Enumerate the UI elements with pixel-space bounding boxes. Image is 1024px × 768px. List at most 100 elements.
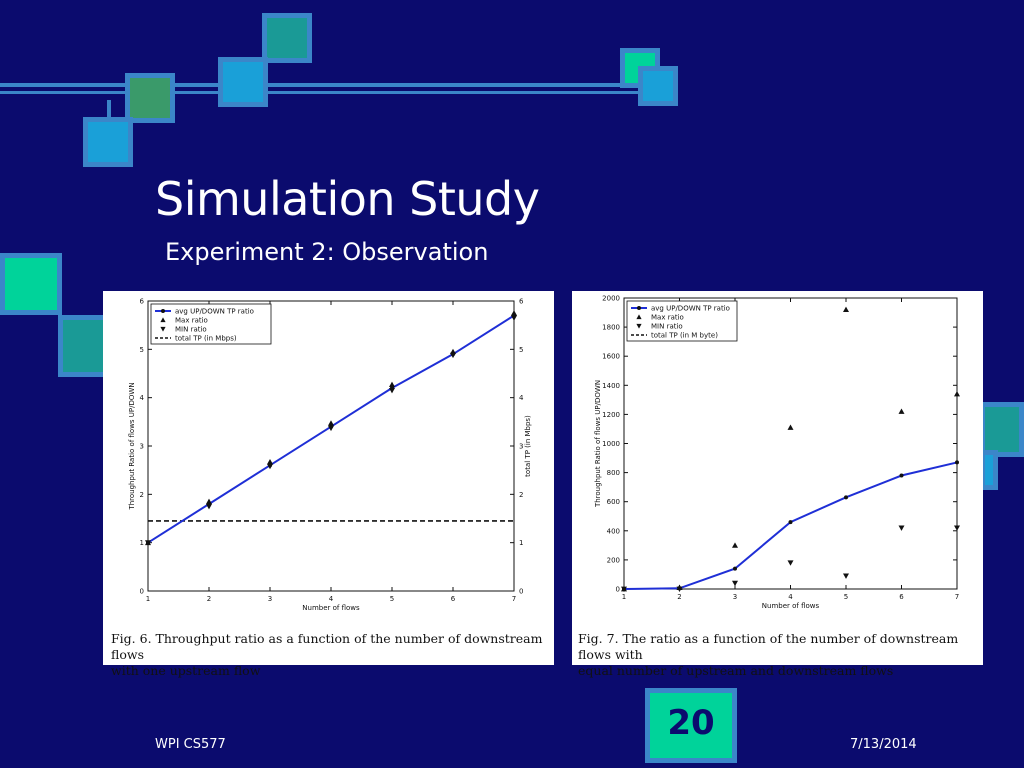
fig7-legend-marker-max [636, 314, 642, 320]
fig6-x-tick-label: 2 [207, 595, 211, 603]
slide-number-box: 20 [645, 688, 737, 763]
fig7-x-tick-label: 2 [677, 593, 681, 601]
decor-square-3 [125, 73, 175, 123]
fig6-y-tick-label: 4 [140, 394, 145, 402]
fig7-y-tick-label: 1800 [602, 324, 620, 332]
fig7-min-point [898, 525, 905, 531]
figure-6-panel: 1 2 3 4 5 6 7 0 1 2 3 4 5 6 0 1 2 3 4 5 6 total TP (in Mbps) N… [103, 291, 554, 678]
fig6-max-point [328, 420, 334, 426]
fig6-y-tick-label: 0 [140, 588, 144, 596]
fig7-min-point [621, 586, 627, 592]
fig6-y2-tick-label: 1 [519, 539, 523, 547]
fig7-x-tick-label: 3 [733, 593, 737, 601]
fig7-y-tick-label: 200 [607, 556, 620, 564]
figure-7-caption-line-1: Fig. 7. The ratio as a function of the n… [578, 631, 959, 662]
fig6-x-tick-label: 1 [146, 595, 150, 603]
decor-line-top-1 [0, 83, 665, 87]
fig6-legend-label: Max ratio [175, 317, 208, 325]
fig7-min-point [843, 573, 849, 579]
fig7-avg-point [788, 520, 793, 525]
fig7-legend-marker-min [636, 323, 642, 329]
fig7-x-tick-label: 6 [899, 593, 904, 601]
fig6-x-tick-label: 5 [390, 595, 394, 603]
fig7-y-tick-label: 400 [607, 527, 620, 535]
fig7-series-avg-line [623, 461, 958, 590]
fig6-legend-marker-min [160, 326, 166, 332]
fig6-y-tick-label: 6 [140, 298, 145, 306]
fig7-x-tick-label: 5 [844, 593, 848, 601]
fig7-min-point [787, 560, 794, 566]
fig6-max-point [511, 310, 517, 316]
fig7-min-point [954, 525, 960, 531]
fig7-legend-label: total TP (in M byte) [651, 332, 718, 340]
fig6-legend-label: avg UP/DOWN TP ratio [175, 308, 254, 316]
slide-title: Simulation Study [155, 172, 540, 226]
footer-left: WPI CS577 [155, 737, 226, 752]
decor-square-1 [262, 13, 312, 63]
figure-7-caption: Fig. 7. The ratio as a function of the n… [578, 631, 983, 679]
fig6-min-point [389, 388, 395, 394]
slide-number: 20 [667, 703, 715, 743]
fig6-legend-label: total TP (in Mbps) [175, 335, 237, 343]
fig6-y-axis-label: Throughput Ratio of flows UP/DOWN [128, 382, 136, 510]
figure-6-caption: Fig. 6. Throughput ratio as a function o… [111, 631, 551, 679]
fig6-min-point [145, 540, 151, 546]
fig6-x-tick-label: 4 [329, 595, 334, 603]
fig6-legend-label: MIN ratio [175, 326, 207, 334]
fig6-max-point [389, 381, 395, 388]
fig7-max-point [787, 424, 794, 430]
figure-6-caption-line-2: with one upstream flow [111, 663, 261, 678]
fig6-plot-frame [147, 300, 515, 592]
decor-square-6 [638, 66, 678, 106]
fig6-y2-tick-label: 5 [519, 346, 523, 354]
fig6-y-tick-label: 2 [140, 491, 144, 499]
fig7-y-tick-label: 2000 [602, 295, 620, 303]
fig7-y-tick-label: 800 [607, 469, 620, 477]
fig6-min-point [267, 463, 273, 470]
decor-square-7 [0, 253, 62, 315]
fig6-y2-tick-label: 2 [519, 491, 523, 499]
fig7-x-tick-label: 7 [955, 593, 959, 601]
fig6-y2-tick-label: 4 [519, 394, 524, 402]
fig6-y2-tick-label: 6 [519, 298, 524, 306]
fig7-y-tick-label: 1400 [602, 382, 620, 390]
fig6-y-tick-label: 1 [140, 539, 144, 547]
fig6-y2-tick-label: 0 [519, 588, 523, 596]
decor-line-top-2 [0, 91, 665, 94]
fig6-y2-tick-label: 3 [519, 443, 523, 451]
fig6-min-point [511, 315, 517, 321]
fig7-legend-label: avg UP/DOWN TP ratio [651, 305, 730, 313]
fig6-min-point [328, 425, 334, 432]
fig6-legend-marker-avg [161, 309, 165, 313]
figure-6-caption-line-1: Fig. 6. Throughput ratio as a function o… [111, 631, 543, 662]
fig6-x-axis-label: Number of flows [302, 604, 360, 612]
fig7-y-tick-label: 1200 [602, 411, 620, 419]
slide-subtitle: Experiment 2: Observation [165, 238, 489, 266]
fig7-legend-label: Max ratio [651, 314, 684, 322]
fig7-x-tick-label: 4 [788, 593, 793, 601]
fig7-min-point [676, 586, 683, 592]
fig6-x-tick-label: 3 [268, 595, 272, 603]
figure-7-chart: 1 2 3 4 5 6 7 0 200 400 600 800 1000 1200 1400 1600 1800… [594, 295, 960, 610]
fig7-min-point [732, 580, 738, 587]
decor-square-2 [218, 57, 268, 107]
decor-square-8 [58, 315, 108, 377]
fig6-legend-marker-max [160, 317, 166, 323]
fig6-x-tick-label: 6 [451, 595, 456, 603]
fig7-max-point [732, 542, 738, 548]
fig7-y-tick-label: 1000 [602, 440, 620, 448]
fig7-y-tick-label: 0 [616, 586, 620, 594]
figure-7-caption-line-2: equal number of upstream and downstream … [578, 663, 894, 678]
fig7-x-tick-label: 1 [622, 593, 626, 601]
decor-line-vertical [107, 100, 111, 120]
fig7-plot-frame [623, 297, 958, 590]
fig7-avg-point [733, 566, 737, 571]
decor-square-9 [980, 402, 1024, 457]
footer-date: 7/13/2014 [850, 737, 917, 752]
fig6-min-point [450, 352, 456, 359]
fig7-y-tick-label: 1600 [602, 353, 620, 361]
fig7-max-point [898, 408, 905, 414]
fig7-avg-point [955, 460, 959, 465]
fig6-y-tick-label: 3 [140, 443, 144, 451]
